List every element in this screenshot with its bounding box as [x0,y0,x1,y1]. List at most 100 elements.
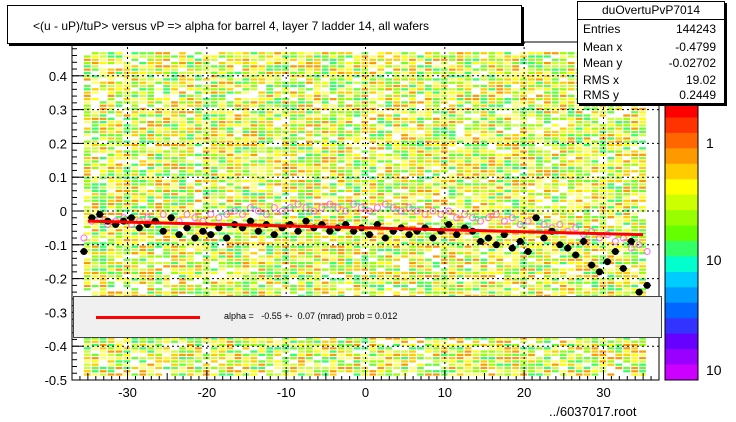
heat-cell [282,71,289,75]
heat-cell [139,114,147,117]
heat-cell [353,101,361,104]
heat-cell [266,229,274,232]
heat-cell [155,360,163,363]
heat-cell [528,180,535,183]
heat-cell [480,252,488,255]
heat-cell [504,242,512,245]
heat-cell [266,163,274,166]
heat-cell [440,120,448,124]
heat-cell [298,347,305,350]
heat-cell [329,360,337,363]
heat-cell [107,268,115,271]
heat-cell [448,91,456,94]
heat-cell [210,71,218,75]
heat-cell [361,229,369,232]
heat-cell [250,117,258,120]
heat-cell [496,232,504,235]
heat-cell [202,186,210,189]
heat-cell [313,252,321,255]
heat-cell [520,176,527,179]
heat-cell [163,134,170,137]
heat-cell [464,68,472,71]
heat-cell [520,366,527,370]
heat-cell [440,232,448,235]
heat-cell [171,120,178,124]
heat-cell [512,370,519,373]
heat-cell [353,166,361,170]
heat-cell [210,288,218,291]
heat-cell [488,150,496,153]
heat-cell [83,222,91,225]
heat-cell [409,370,416,373]
heat-cell [139,120,147,124]
heat-cell [504,337,512,340]
heat-cell [480,78,488,81]
heat-cell [107,94,115,97]
heat-cell [448,137,456,140]
heat-cell [266,235,274,238]
heat-cell [290,199,297,202]
heat-cell [115,343,123,347]
heat-cell [432,206,440,209]
heat-cell [417,84,424,88]
heat-cell [353,373,361,376]
heat-cell [472,340,480,343]
heat-cell [83,98,91,101]
heat-cell [520,232,527,235]
heat-cell [440,147,448,150]
heat-cell [306,291,313,294]
heat-cell [313,111,321,114]
heat-cell [472,127,480,130]
heat-cell [528,88,535,91]
heat-cell [107,157,115,160]
heat-cell [520,252,527,255]
heat-cell [464,150,472,153]
heat-cell [123,55,131,58]
heat-cell [202,65,210,68]
heat-cell [226,104,234,107]
heat-cell [512,222,519,225]
heat-cell [440,170,448,173]
heat-cell [266,189,274,193]
heat-cell [218,353,226,356]
heat-cell [171,186,178,189]
heat-cell [131,206,139,209]
heat-cell [401,75,408,78]
heat-cell [401,183,408,186]
heat-cell [107,206,115,209]
heat-cell [123,366,131,370]
heat-cell [377,288,385,291]
heat-cell [313,147,321,150]
heat-cell [234,350,242,353]
heat-cell [401,278,408,281]
heat-cell [456,176,464,179]
heat-cell [171,160,178,163]
heat-cell [266,150,274,153]
heat-cell [448,55,456,58]
heat-cell [361,78,369,81]
heat-cell [496,199,504,202]
heat-cell [131,124,139,127]
heat-cell [536,75,543,78]
heat-cell [298,88,305,91]
heat-cell [345,271,353,275]
heat-cell [488,340,496,343]
heat-cell [417,186,424,189]
heat-cell [107,107,115,111]
heat-cell [464,199,472,202]
heat-cell [464,160,472,163]
heat-cell [306,134,313,137]
heat-cell [385,81,393,84]
heat-cell [361,71,369,75]
heat-cell [115,183,123,186]
heat-cell [115,143,123,147]
heat-cell [242,52,250,55]
heat-cell [480,88,488,91]
heat-cell [385,107,393,111]
heat-cell [139,340,147,343]
heat-cell [512,55,519,58]
heat-cell [187,163,194,166]
heat-cell [496,347,504,350]
heat-cell [361,163,369,166]
heat-cell [171,248,178,252]
